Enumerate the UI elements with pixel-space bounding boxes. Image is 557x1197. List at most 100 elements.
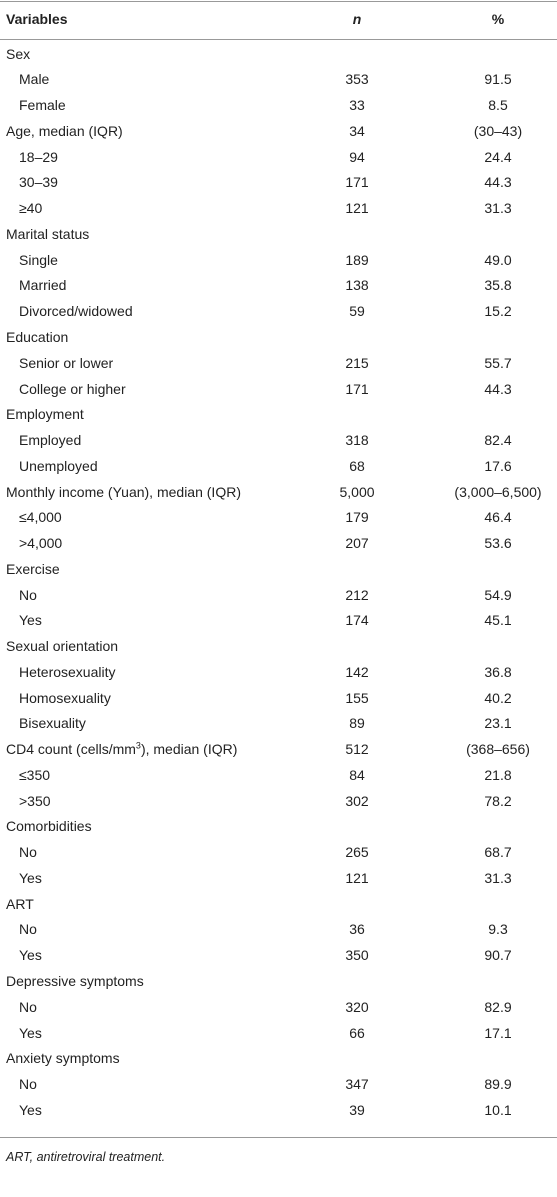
label-text: CD4 count (cells/mm [6,741,136,758]
pct-cell: 78.2 [484,792,512,809]
row-label: Male [19,71,50,88]
item-row: Employed 318 82.4 [0,428,557,454]
header-cell: n [352,11,362,27]
row-label: Employment [6,406,84,423]
item-row: Yes 66 17.1 [0,1021,557,1047]
header-cell: % [491,11,505,27]
pct-cell: 89.9 [484,1076,512,1093]
label-text: ), median (IQR) [140,741,238,758]
pct-cell: 44.3 [484,174,512,191]
row-label: Anxiety symptoms [6,1050,120,1067]
group-row: Sex [0,42,557,68]
n-cell: 189 [345,251,369,268]
pct-cell: 8.5 [488,97,508,114]
n-cell: 94 [349,148,365,165]
n-cell: 179 [345,509,369,526]
row-label: Female [19,97,66,114]
row-label: Comorbidities [6,818,92,835]
pct-cell: (3,000–6,500) [454,483,542,500]
pct-cell: 68.7 [484,844,512,861]
pct-cell: 46.4 [484,509,512,526]
row-label: Yes [19,869,42,886]
header-cell: Variables [6,11,68,27]
row-label: No [19,586,37,603]
item-row: Yes 174 45.1 [0,608,557,634]
item-row: ≤4,000 179 46.4 [0,505,557,531]
item-row: Homosexuality 155 40.2 [0,686,557,712]
row-label: Senior or lower [19,354,114,371]
superscript: 3 [135,740,141,751]
n-cell: 84 [349,766,365,783]
row-label: Single [19,251,58,268]
row-label: Sex [6,45,31,62]
bottom-rule [0,1137,557,1138]
item-row: Yes 39 10.1 [0,1098,557,1124]
item-row: ≥40 121 31.3 [0,196,557,222]
row-label: Age, median (IQR) [6,122,123,139]
row-label: CD4 count (cells/mm3), median (IQR) [6,737,237,763]
item-row: Bisexuality 89 23.1 [0,711,557,737]
pct-cell: 49.0 [484,251,512,268]
n-cell: 59 [349,303,365,320]
row-label: No [19,921,37,938]
row-label: Divorced/widowed [19,303,133,320]
pct-cell: 23.1 [484,715,512,732]
pct-cell: 17.1 [484,1024,512,1041]
row-label: Marital status [6,225,90,242]
item-row: No 320 82.9 [0,995,557,1021]
item-row: College or higher 171 44.3 [0,377,557,403]
group-row: Education [0,325,557,351]
row-label: No [19,1076,37,1093]
item-row: Yes 350 90.7 [0,943,557,969]
row-label: No [19,844,37,861]
group-row: Sexual orientation [0,634,557,660]
pct-cell: 91.5 [484,71,512,88]
n-cell: 34 [349,122,365,139]
n-cell: 207 [345,535,369,552]
n-cell: 302 [345,792,369,809]
group-row: Marital status [0,222,557,248]
item-row: Female 33 8.5 [0,93,557,119]
pct-cell: 40.2 [484,689,512,706]
row-label: Yes [19,1101,42,1118]
pct-cell: 54.9 [484,586,512,603]
footnote: ART, antiretroviral treatment. [6,1150,166,1164]
row-label: College or higher [19,380,126,397]
row-label: Yes [19,612,42,629]
header-row: Variables n % [0,7,557,33]
row-label: No [19,998,37,1015]
n-cell: 121 [345,200,369,217]
group-row: Age, median (IQR) 34 (30–43) [0,119,557,145]
n-cell: 138 [345,277,369,294]
group-row: Employment [0,402,557,428]
row-label: 30–39 [19,174,58,191]
item-row: Yes 121 31.3 [0,866,557,892]
n-cell: 512 [345,741,369,758]
item-row: Heterosexuality 142 36.8 [0,660,557,686]
item-row: Single 189 49.0 [0,248,557,274]
n-cell: 215 [345,354,369,371]
pct-cell: 9.3 [488,921,508,938]
row-label: Homosexuality [19,689,111,706]
top-rule [0,1,557,2]
pct-cell: 31.3 [484,200,512,217]
item-row: >350 302 78.2 [0,789,557,815]
n-cell: 320 [345,998,369,1015]
pct-cell: 44.3 [484,380,512,397]
row-label: Sexual orientation [6,638,119,655]
n-cell: 318 [345,432,369,449]
row-label: Yes [19,1024,42,1041]
pct-cell: 35.8 [484,277,512,294]
n-cell: 171 [345,174,369,191]
item-row: Male 353 91.5 [0,67,557,93]
item-row: Unemployed 68 17.6 [0,454,557,480]
row-label: 18–29 [19,148,58,165]
row-label: Heterosexuality [19,663,116,680]
n-cell: 33 [349,97,365,114]
pct-cell: (30–43) [473,122,523,139]
n-cell: 36 [349,921,365,938]
row-label: Bisexuality [19,715,86,732]
item-row: No 265 68.7 [0,840,557,866]
group-row: CD4 count (cells/mm3), median (IQR) 512 (3… [0,737,557,763]
